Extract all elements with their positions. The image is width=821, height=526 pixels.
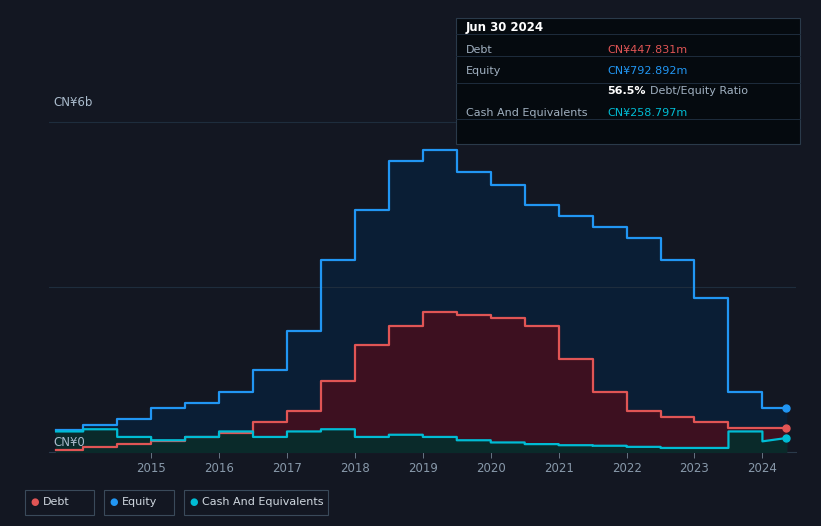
Text: ●: ● xyxy=(110,497,118,508)
Text: CN¥792.892m: CN¥792.892m xyxy=(608,66,688,76)
Text: Debt/Equity Ratio: Debt/Equity Ratio xyxy=(650,86,748,96)
Text: CN¥0: CN¥0 xyxy=(53,436,85,449)
Text: ●: ● xyxy=(190,497,198,508)
Text: Debt: Debt xyxy=(466,45,493,55)
Text: Equity: Equity xyxy=(122,497,158,508)
Text: ●: ● xyxy=(30,497,39,508)
Text: CN¥258.797m: CN¥258.797m xyxy=(608,108,688,118)
Text: CN¥6b: CN¥6b xyxy=(53,96,93,109)
Text: CN¥447.831m: CN¥447.831m xyxy=(608,45,688,55)
Text: Equity: Equity xyxy=(466,66,501,76)
Text: Jun 30 2024: Jun 30 2024 xyxy=(466,21,544,34)
Text: 56.5%: 56.5% xyxy=(608,86,646,96)
Text: Cash And Equivalents: Cash And Equivalents xyxy=(202,497,323,508)
Text: Cash And Equivalents: Cash And Equivalents xyxy=(466,108,587,118)
Text: Debt: Debt xyxy=(43,497,70,508)
